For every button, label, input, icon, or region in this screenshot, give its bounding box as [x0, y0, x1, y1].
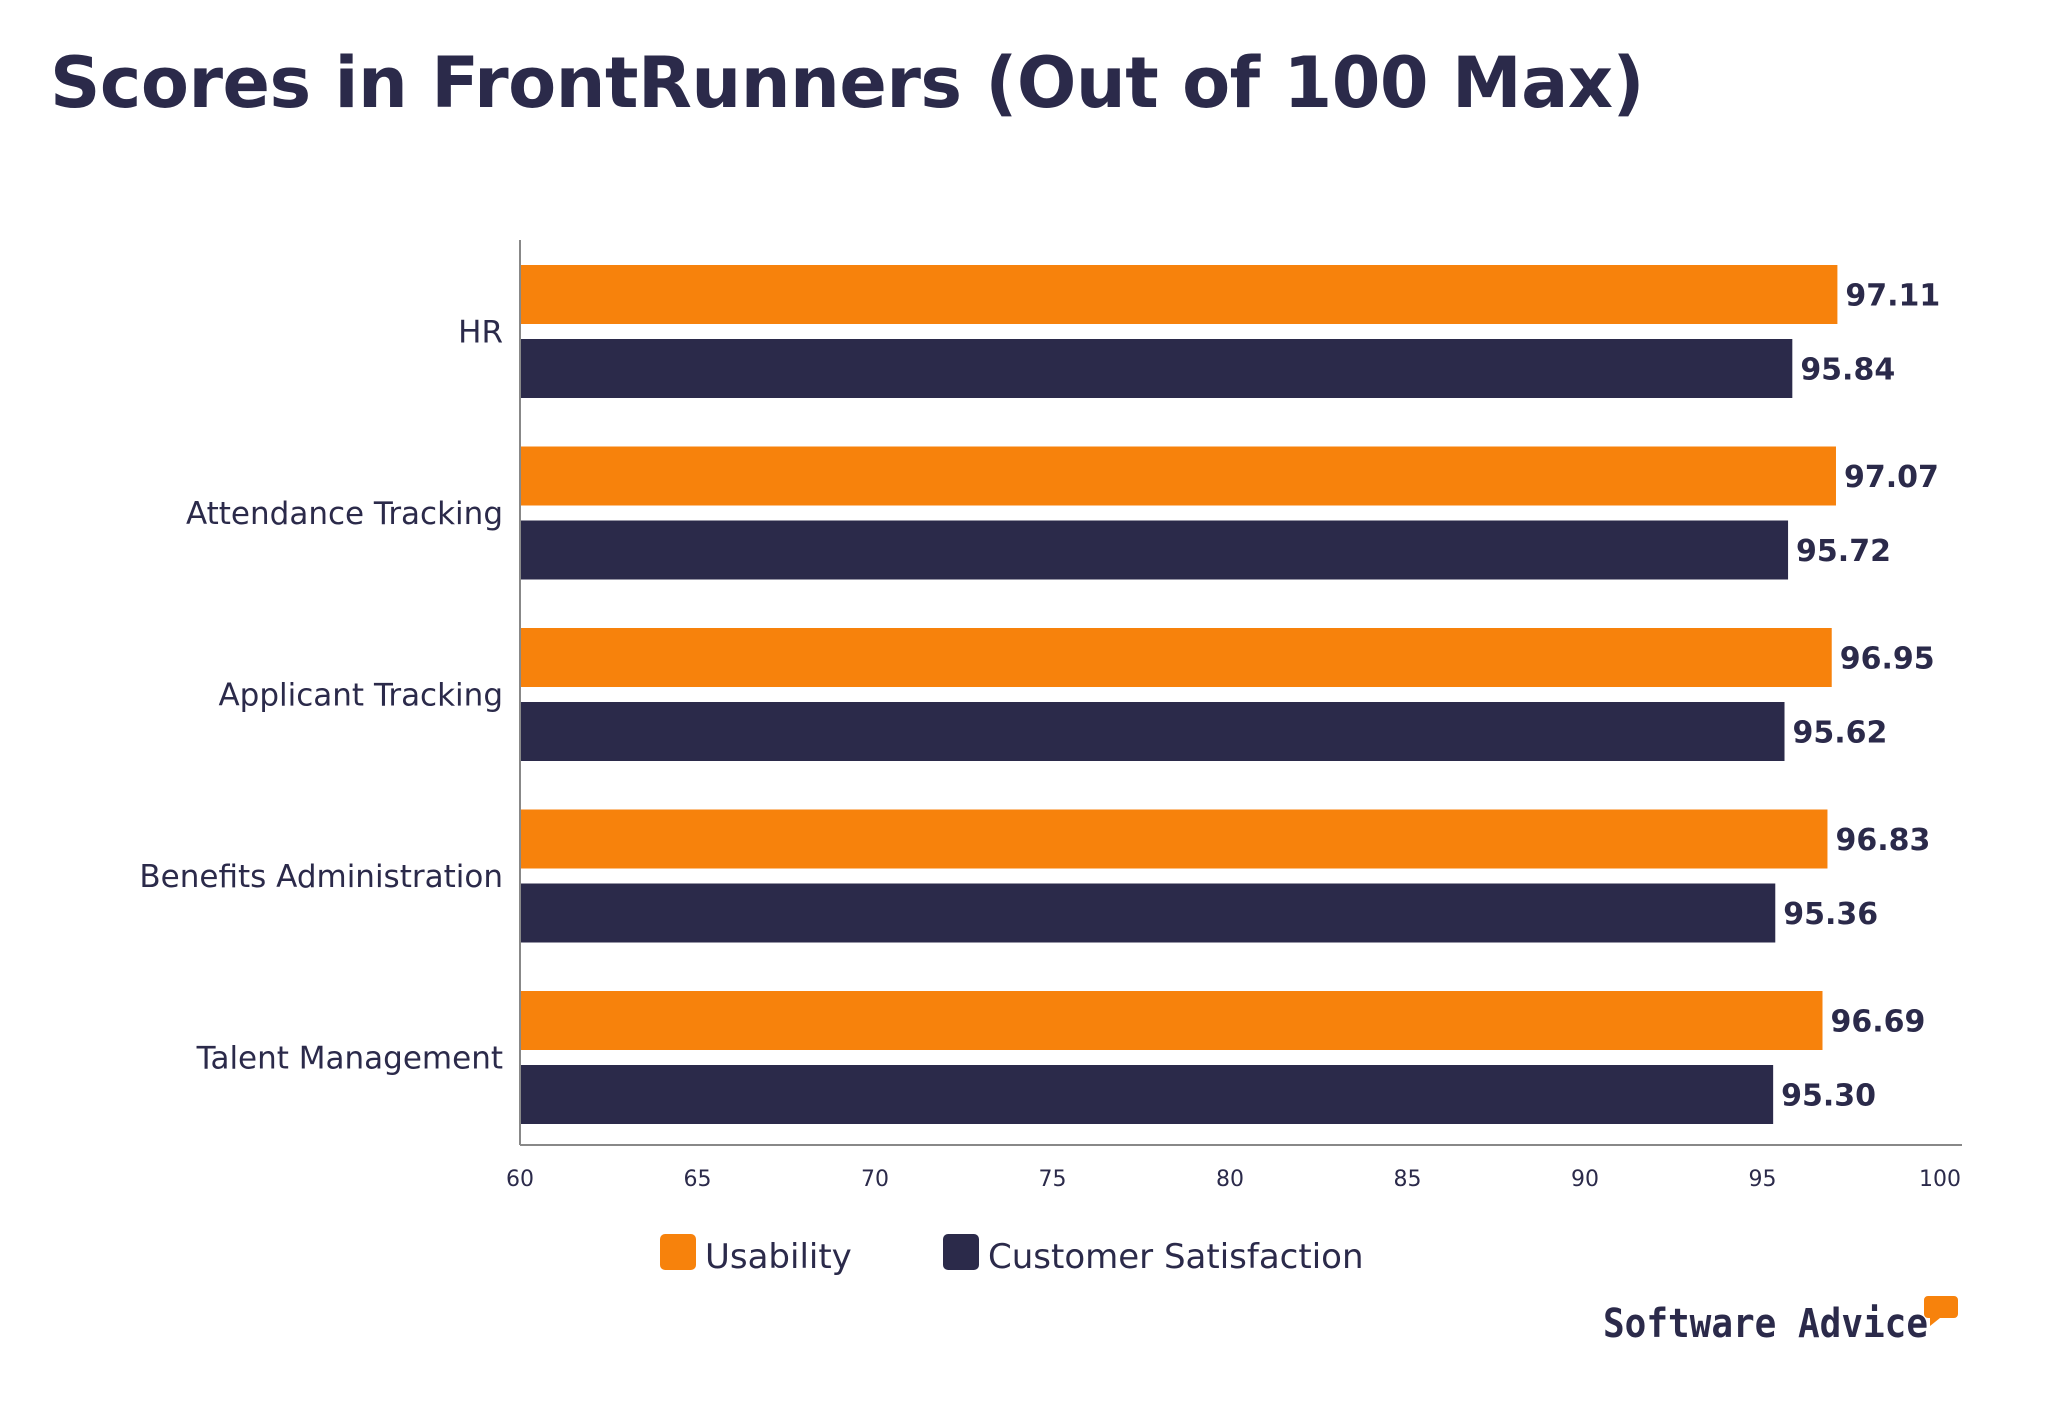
x-tick-label: 75 — [1039, 1167, 1067, 1192]
x-tick-label: 80 — [1216, 1167, 1244, 1192]
data-label: 97.11 — [1845, 279, 1940, 314]
x-tick-label: 65 — [684, 1167, 712, 1192]
x-tick-label: 60 — [506, 1167, 534, 1192]
data-label: 95.30 — [1781, 1079, 1876, 1114]
x-tick-label: 85 — [1394, 1167, 1422, 1192]
data-label: 96.69 — [1830, 1005, 1925, 1040]
bar-usability — [520, 991, 1823, 1050]
software-advice-logo: Software Advice — [1603, 1296, 1958, 1347]
bar-customer-satisfaction — [520, 702, 1785, 761]
x-tick-label: 90 — [1571, 1167, 1599, 1192]
x-tick-label: 100 — [1919, 1167, 1961, 1192]
data-label: 95.36 — [1783, 897, 1878, 932]
bar-usability — [520, 809, 1828, 869]
data-label: 97.07 — [1844, 460, 1939, 495]
bar-customer-satisfaction — [520, 339, 1793, 398]
bar-customer-satisfaction — [520, 883, 1776, 943]
legend-label-customer-satisfaction: Customer Satisfaction — [988, 1237, 1364, 1277]
bar-customer-satisfaction — [520, 520, 1789, 580]
data-label: 96.95 — [1840, 642, 1935, 677]
svg-text:Software Advice: Software Advice — [1603, 1301, 1928, 1347]
chart-title: Scores in FrontRunners (Out of 100 Max) — [50, 42, 1645, 124]
category-label: Benefits Administration — [139, 859, 503, 895]
bar-usability — [520, 446, 1836, 506]
bar-usability — [520, 628, 1832, 687]
category-label: Attendance Tracking — [186, 496, 503, 532]
bar-customer-satisfaction — [520, 1065, 1774, 1124]
x-tick-label: 70 — [861, 1167, 889, 1192]
category-label: Talent Management — [196, 1041, 503, 1077]
data-label: 95.84 — [1800, 353, 1895, 388]
category-label: Applicant Tracking — [218, 678, 503, 714]
category-label: HR — [458, 315, 503, 351]
legend-swatch-usability — [660, 1234, 696, 1270]
bar-usability — [520, 265, 1838, 324]
legend-swatch-customer-satisfaction — [943, 1234, 979, 1270]
x-tick-label: 95 — [1749, 1167, 1777, 1192]
data-label: 96.83 — [1835, 823, 1930, 858]
data-label: 95.72 — [1796, 534, 1891, 569]
data-label: 95.62 — [1793, 716, 1888, 751]
legend-label-usability: Usability — [705, 1237, 852, 1277]
legend: Usability Customer Satisfaction — [660, 1234, 1364, 1277]
speech-bubble-icon — [1924, 1296, 1958, 1326]
